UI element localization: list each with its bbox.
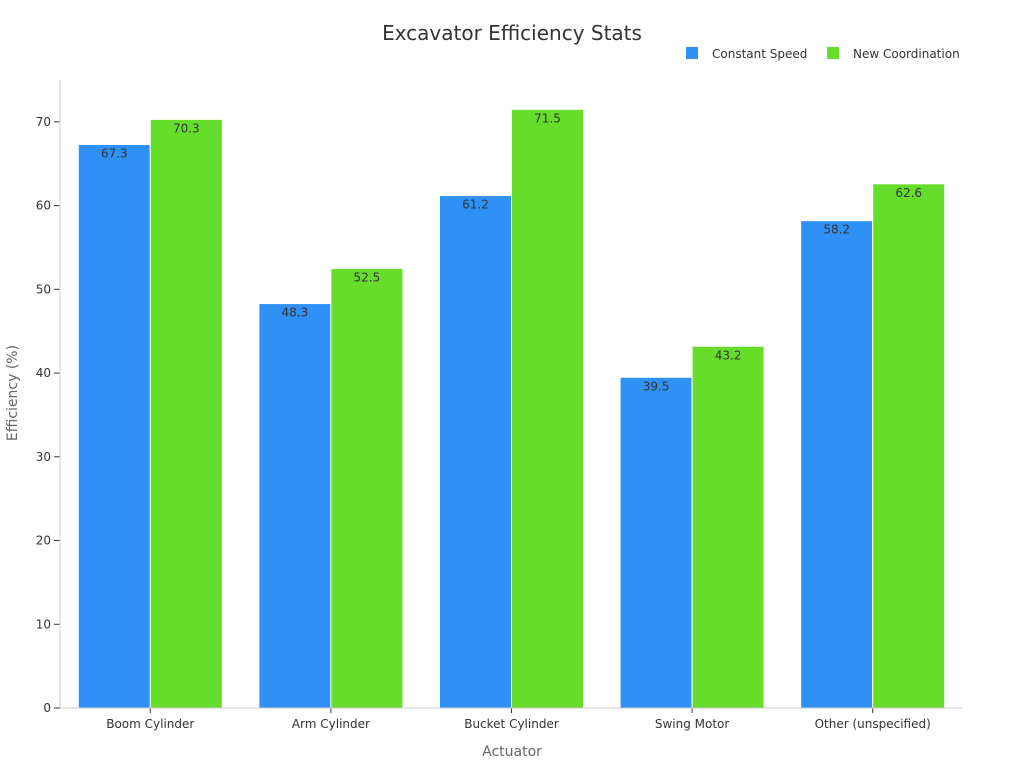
bar bbox=[439, 195, 512, 709]
bar bbox=[511, 108, 584, 709]
data-label: 52.5 bbox=[354, 270, 381, 284]
data-label: 70.3 bbox=[173, 121, 200, 135]
data-label: 39.5 bbox=[643, 379, 670, 393]
x-axis-labels: Boom Cylinder Arm Cylinder Bucket Cylinder… bbox=[106, 708, 931, 731]
data-label: 71.5 bbox=[534, 111, 561, 125]
data-label: 58.2 bbox=[823, 223, 850, 237]
x-tick-label: Swing Motor bbox=[655, 717, 730, 731]
x-axis-title: Actuator bbox=[482, 744, 542, 760]
chart-title: Excavator Efficiency Stats bbox=[382, 21, 642, 45]
y-tick-label: 0 bbox=[43, 701, 51, 715]
data-label: 61.2 bbox=[462, 198, 489, 212]
bar bbox=[872, 183, 946, 709]
legend-swatch[interactable] bbox=[686, 47, 698, 59]
data-labels: 67.3 70.3 48.3 52.5 61.2 71.5 39.5 43.2 58.2 62.6 bbox=[101, 111, 922, 393]
y-tick-label: 60 bbox=[36, 199, 51, 213]
bar bbox=[691, 345, 765, 709]
x-tick-label: Arm Cylinder bbox=[292, 717, 370, 731]
legend-label[interactable]: New Coordination bbox=[853, 47, 960, 61]
x-tick-label: Bucket Cylinder bbox=[464, 717, 559, 731]
y-tick-label: 20 bbox=[36, 534, 51, 548]
legend: Constant Speed New Coordination bbox=[686, 47, 960, 61]
x-tick-label: Boom Cylinder bbox=[106, 717, 194, 731]
data-label: 43.2 bbox=[715, 348, 742, 362]
bars bbox=[77, 108, 946, 709]
bar bbox=[77, 143, 151, 709]
y-axis-title: Efficiency (%) bbox=[5, 345, 21, 441]
y-tick-label: 70 bbox=[36, 115, 51, 129]
data-label: 48.3 bbox=[282, 306, 309, 320]
x-tick-label: Other (unspecified) bbox=[815, 717, 931, 731]
y-tick-label: 40 bbox=[36, 366, 51, 380]
data-label: 67.3 bbox=[101, 146, 128, 160]
y-axis-ticks: 0 10 20 30 40 50 60 70 bbox=[36, 115, 60, 715]
y-tick-label: 50 bbox=[36, 282, 51, 296]
bar bbox=[800, 220, 874, 709]
bar bbox=[149, 118, 223, 709]
data-label: 62.6 bbox=[895, 186, 922, 200]
bar bbox=[330, 267, 404, 709]
bar bbox=[258, 303, 332, 709]
y-tick-label: 10 bbox=[36, 617, 51, 631]
bar bbox=[619, 376, 693, 709]
y-tick-label: 30 bbox=[36, 450, 51, 464]
legend-swatch[interactable] bbox=[827, 47, 839, 59]
legend-label[interactable]: Constant Speed bbox=[712, 47, 807, 61]
